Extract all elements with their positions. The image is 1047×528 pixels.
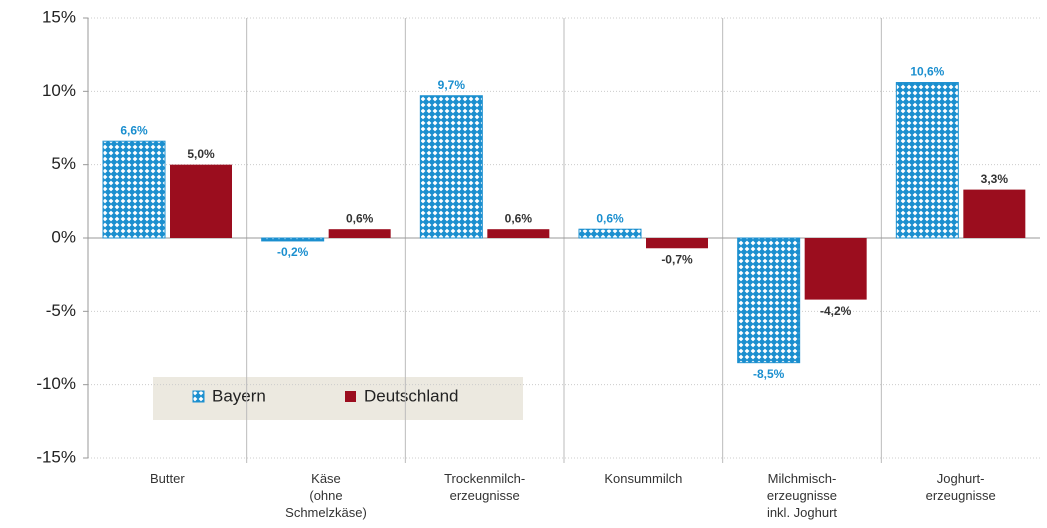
y-tick-label: 0%	[51, 227, 76, 246]
bar	[261, 237, 325, 242]
x-tick-label: Käse (ohne Schmelzkäse)	[285, 471, 367, 520]
legend-swatch	[345, 391, 356, 402]
y-tick-label: 15%	[42, 7, 76, 26]
y-tick-label: 10%	[42, 81, 76, 100]
bar	[328, 229, 391, 238]
value-label: -8,5%	[753, 367, 785, 381]
bar	[170, 164, 232, 238]
value-label: 6,6%	[120, 123, 148, 137]
value-label: 0,6%	[505, 211, 533, 225]
legend-label: Bayern	[212, 386, 266, 405]
value-label: 9,7%	[438, 78, 466, 92]
y-tick-label: -10%	[36, 374, 76, 393]
value-label: -4,2%	[820, 304, 852, 318]
bar	[737, 237, 801, 364]
legend-label: Deutschland	[364, 386, 459, 405]
bar	[895, 82, 959, 239]
x-tick-label: Milchmisch- erzeugnisse inkl. Joghurt	[766, 471, 838, 520]
y-tick-label: -5%	[46, 301, 76, 320]
x-tick-label: Trockenmilch- erzeugnisse	[444, 471, 526, 503]
legend-swatch	[192, 390, 205, 403]
value-label: 0,6%	[596, 211, 624, 225]
legend-box	[153, 377, 523, 420]
value-label: 5,0%	[187, 147, 215, 161]
value-label: 10,6%	[910, 65, 944, 79]
bar	[646, 238, 708, 249]
x-tick-label: Konsummilch	[604, 471, 683, 486]
x-tick-label: Joghurt- erzeugnisse	[925, 471, 996, 503]
y-tick-label: 5%	[51, 154, 76, 173]
bar	[487, 229, 550, 238]
bar	[102, 140, 166, 239]
x-tick-label: Butter	[149, 471, 185, 486]
bar	[963, 189, 1026, 238]
y-tick-label: -15%	[36, 447, 76, 466]
value-label: -0,7%	[661, 252, 693, 266]
bar	[578, 228, 642, 239]
bar	[804, 238, 867, 300]
value-label: 3,3%	[981, 172, 1009, 186]
value-label: 0,6%	[346, 211, 374, 225]
value-label: -0,2%	[277, 245, 309, 259]
bar	[419, 95, 483, 239]
